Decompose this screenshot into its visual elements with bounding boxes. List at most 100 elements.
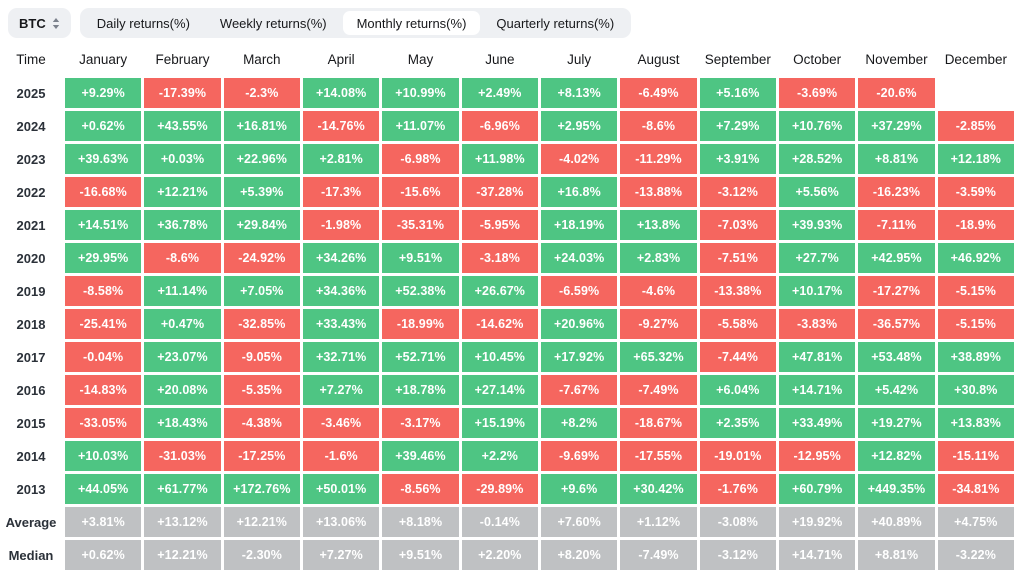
return-cell: -15.11% bbox=[937, 441, 1014, 471]
row-label: Median bbox=[8, 547, 54, 563]
return-cell: -4.6% bbox=[620, 276, 697, 306]
return-cell: -12.95% bbox=[779, 441, 856, 471]
return-cell: +0.62% bbox=[65, 111, 142, 141]
return-cell: +18.43% bbox=[144, 408, 221, 438]
return-cell: +8.18% bbox=[382, 507, 459, 537]
return-cell: -17.39% bbox=[144, 78, 221, 108]
return-cell: +18.19% bbox=[541, 210, 618, 240]
return-cell: +2.2% bbox=[461, 441, 538, 471]
sort-chevrons-icon bbox=[52, 17, 60, 29]
return-cell: +14.71% bbox=[779, 540, 856, 570]
return-cell: +6.04% bbox=[699, 375, 776, 405]
row-label: 2019 bbox=[16, 283, 46, 299]
symbol-selector[interactable]: BTC bbox=[8, 8, 71, 38]
return-cell: +39.93% bbox=[779, 210, 856, 240]
return-cell: +10.03% bbox=[65, 441, 142, 471]
return-cell: +30.8% bbox=[937, 375, 1014, 405]
return-cell: -8.6% bbox=[620, 111, 697, 141]
return-cell: -8.6% bbox=[144, 243, 221, 273]
table-row-average: Average +3.81% +13.12% +12.21% +13.06% +8.18%… bbox=[0, 507, 1014, 537]
return-cell: +3.81% bbox=[65, 507, 142, 537]
return-cell: +2.35% bbox=[699, 408, 776, 438]
table-row-2013: 2013 +44.05% +61.77% +172.76% +50.01% -8.56% -… bbox=[0, 474, 1014, 504]
table-row-2018: 2018 -25.41% +0.47% -32.85% +33.43% -18.99% -1… bbox=[0, 309, 1014, 339]
return-cell: +32.71% bbox=[303, 342, 380, 372]
table-header-row: Time January February March April May June July… bbox=[0, 45, 1014, 74]
return-cell: -20.6% bbox=[858, 78, 935, 108]
row-label: 2014 bbox=[16, 448, 46, 464]
return-cell: -14.76% bbox=[303, 111, 380, 141]
table-row-2014: 2014 +10.03% -31.03% -17.25% -1.6% +39.46% +2.… bbox=[0, 441, 1014, 471]
return-cell: +52.71% bbox=[382, 342, 459, 372]
return-cell: +53.48% bbox=[858, 342, 935, 372]
return-cell: +13.12% bbox=[144, 507, 221, 537]
return-cell: -29.89% bbox=[461, 474, 538, 504]
return-cell: -32.85% bbox=[223, 309, 300, 339]
return-cell: +13.8% bbox=[620, 210, 697, 240]
return-cell: -0.14% bbox=[461, 507, 538, 537]
toolbar: BTC Daily returns(%) Weekly returns(%) Mon… bbox=[0, 0, 1024, 43]
return-cell: +12.82% bbox=[858, 441, 935, 471]
row-label: Average bbox=[5, 514, 57, 530]
return-cell: -17.3% bbox=[303, 177, 380, 207]
return-cell: -0.04% bbox=[65, 342, 142, 372]
return-cell: +29.95% bbox=[65, 243, 142, 273]
return-cell: -35.31% bbox=[382, 210, 459, 240]
return-cell: -33.05% bbox=[65, 408, 142, 438]
return-cell: +47.81% bbox=[779, 342, 856, 372]
table-row-2022: 2022 -16.68% +12.21% +5.39% -17.3% -15.6% -37.… bbox=[0, 177, 1014, 207]
table-row-2024: 2024 +0.62% +43.55% +16.81% -14.76% +11.07% -6… bbox=[0, 111, 1014, 141]
return-cell: -2.30% bbox=[223, 540, 300, 570]
return-cell: -36.57% bbox=[858, 309, 935, 339]
row-label: 2020 bbox=[16, 250, 46, 266]
return-cell: +8.81% bbox=[858, 144, 935, 174]
return-cell: +5.42% bbox=[858, 375, 935, 405]
return-cell: +5.39% bbox=[223, 177, 300, 207]
return-cell: +0.47% bbox=[144, 309, 221, 339]
return-cell: -6.98% bbox=[382, 144, 459, 174]
column-header-june: June bbox=[485, 52, 515, 67]
return-cell: -14.83% bbox=[65, 375, 142, 405]
return-cell: -11.29% bbox=[620, 144, 697, 174]
return-cell: +44.05% bbox=[65, 474, 142, 504]
return-cell: -3.18% bbox=[461, 243, 538, 273]
tab-daily-returns[interactable]: Daily returns(%) bbox=[96, 15, 190, 31]
return-cell: +9.51% bbox=[382, 540, 459, 570]
column-header-december: December bbox=[944, 52, 1007, 67]
return-cell: +16.81% bbox=[223, 111, 300, 141]
return-cell: +16.8% bbox=[541, 177, 618, 207]
return-cell: +28.52% bbox=[779, 144, 856, 174]
return-cell: +14.71% bbox=[779, 375, 856, 405]
tab-quarterly-returns[interactable]: Quarterly returns(%) bbox=[496, 15, 615, 31]
row-label: 2021 bbox=[16, 217, 46, 233]
return-cell: +8.20% bbox=[541, 540, 618, 570]
return-cell: -16.68% bbox=[65, 177, 142, 207]
tab-monthly-returns[interactable]: Monthly returns(%) bbox=[342, 11, 481, 35]
return-cell: -4.38% bbox=[223, 408, 300, 438]
return-cell: +12.18% bbox=[937, 144, 1014, 174]
return-cell: +2.83% bbox=[620, 243, 697, 273]
row-label: 2015 bbox=[16, 415, 46, 431]
return-cell: +5.56% bbox=[779, 177, 856, 207]
tab-weekly-returns[interactable]: Weekly returns(%) bbox=[219, 15, 327, 31]
column-header-april: April bbox=[327, 52, 355, 67]
return-cell: -3.08% bbox=[699, 507, 776, 537]
return-cell: -3.12% bbox=[699, 177, 776, 207]
row-label: 2017 bbox=[16, 349, 46, 365]
symbol-selector-label: BTC bbox=[19, 15, 46, 31]
return-cell: -3.22% bbox=[937, 540, 1014, 570]
return-cell: +5.16% bbox=[699, 78, 776, 108]
return-cell: -17.25% bbox=[223, 441, 300, 471]
column-header-may: May bbox=[407, 52, 434, 67]
return-cell: +38.89% bbox=[937, 342, 1014, 372]
return-cell: +4.75% bbox=[937, 507, 1014, 537]
return-cell: -6.59% bbox=[541, 276, 618, 306]
table-row-2020: 2020 +29.95% -8.6% -24.92% +34.26% +9.51% -3.1… bbox=[0, 243, 1014, 273]
return-cell: -5.58% bbox=[699, 309, 776, 339]
return-cell: +3.91% bbox=[699, 144, 776, 174]
return-cell: +30.42% bbox=[620, 474, 697, 504]
return-cell: +13.06% bbox=[303, 507, 380, 537]
return-cell: -3.46% bbox=[303, 408, 380, 438]
return-cell: -19.01% bbox=[699, 441, 776, 471]
return-cell: -7.03% bbox=[699, 210, 776, 240]
